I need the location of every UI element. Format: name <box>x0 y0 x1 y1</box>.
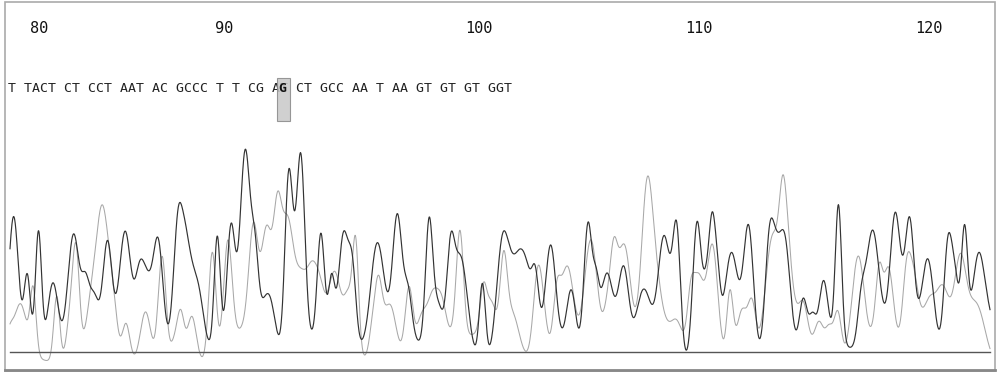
Text: 90: 90 <box>215 21 233 35</box>
Text: 120: 120 <box>915 21 942 35</box>
Text: 110: 110 <box>685 21 712 35</box>
Text: T TACT CT CCT AAT AC GCCC T T CG AT CT GCC AA T AA GT GT GT GGT: T TACT CT CCT AAT AC GCCC T T CG AT CT G… <box>8 82 512 95</box>
Text: 100: 100 <box>465 21 492 35</box>
Text: G: G <box>278 82 286 95</box>
Text: 80: 80 <box>30 21 48 35</box>
Bar <box>277 78 290 121</box>
